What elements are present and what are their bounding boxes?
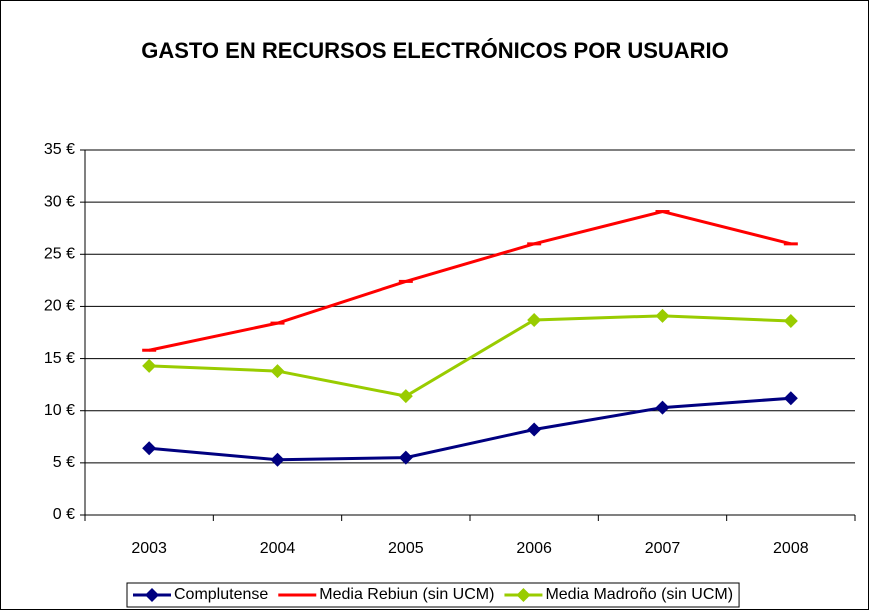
y-tick-label: 30 € [44,193,75,210]
legend-marker [516,588,531,602]
y-tick-label: 15 € [44,350,75,367]
marker [527,312,542,327]
marker [398,450,413,465]
chart-title: GASTO EN RECURSOS ELECTRÓNICOS POR USUAR… [141,38,729,63]
y-tick-label: 25 € [44,246,75,263]
x-tick-label: 2006 [516,540,552,557]
marker [398,389,413,404]
y-tick-label: 10 € [44,402,75,419]
legend-label: Media Rebiun (sin UCM) [319,586,494,603]
marker [655,400,670,415]
x-tick-label: 2003 [131,540,167,557]
legend-marker [145,588,159,602]
series-line [148,209,792,352]
x-tick-label: 2007 [645,540,681,557]
legend-label: Complutense [174,586,268,603]
series-line [149,396,791,462]
legend: Complutense Media Rebiun (sin UCM) Media M… [126,582,740,608]
marker [142,441,157,456]
legend-label: Media Madroño (sin UCM) [545,586,733,603]
x-tick-label: 2008 [773,540,809,557]
y-tick-label: 0 € [53,506,75,523]
series-line [149,314,791,398]
marker [270,364,285,379]
marker [527,422,542,437]
x-tick-label: 2005 [388,540,424,557]
x-tick-label: 2004 [260,540,296,557]
y-tick-label: 20 € [44,298,75,315]
y-tick-label: 35 € [44,141,75,158]
marker [142,358,157,373]
legend-box [126,582,740,608]
marker [655,308,670,323]
y-tick-label: 5 € [53,454,75,471]
marker [783,314,798,329]
marker [783,391,798,406]
marker [270,452,285,467]
